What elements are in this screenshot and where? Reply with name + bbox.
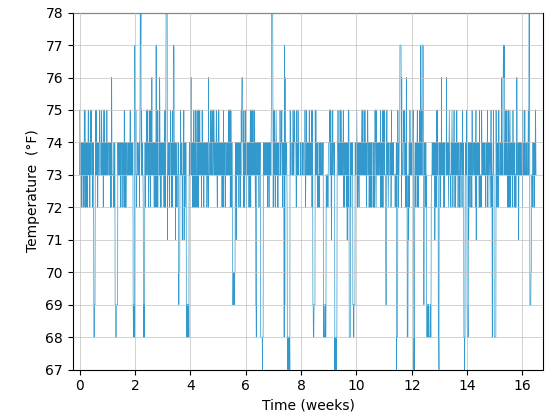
X-axis label: Time (weeks): Time (weeks): [262, 399, 354, 413]
Y-axis label: Temperature  (°F): Temperature (°F): [26, 130, 40, 252]
